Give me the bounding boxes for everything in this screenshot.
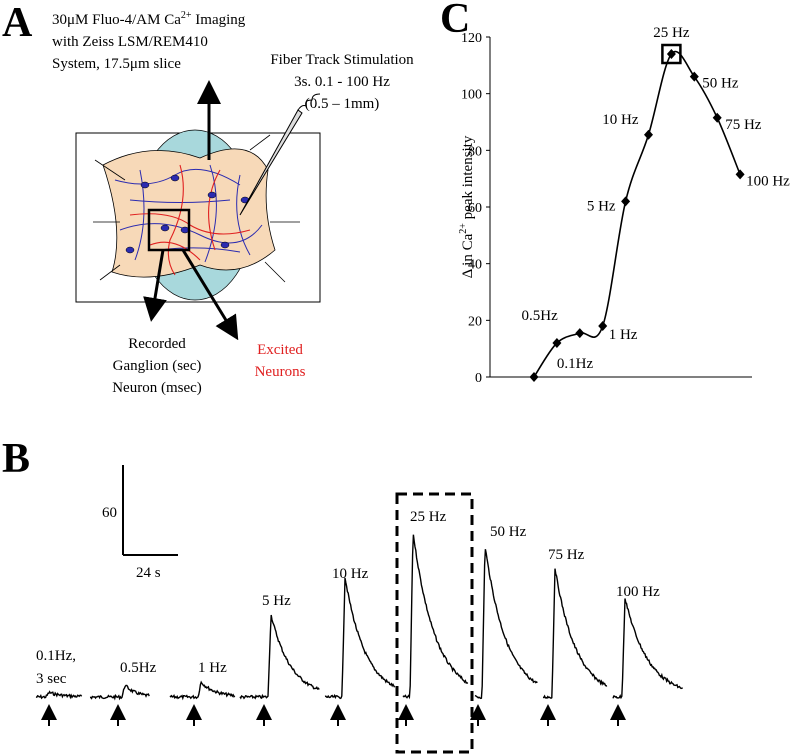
y-tick-label: 100 — [461, 88, 482, 103]
scale-bar-label: 60 — [102, 505, 117, 521]
recorded-label: Ganglion (sec) — [113, 358, 202, 374]
panel-letter: B — [2, 436, 30, 482]
panel-letter: C — [440, 0, 470, 42]
calcium-trace — [542, 568, 608, 700]
calcium-trace — [35, 690, 83, 700]
calcium-trace — [474, 549, 538, 700]
point-label: 5 Hz — [587, 198, 616, 214]
imaging-label: System, 17.5μm slice — [52, 56, 181, 72]
stimulation-label: 3s. 0.1 - 100 Hz — [294, 74, 390, 90]
y-tick-label: 20 — [468, 314, 482, 329]
calcium-trace — [169, 680, 236, 701]
data-point — [575, 328, 585, 339]
stimulation-label: (0.5 – 1mm) — [305, 96, 380, 112]
point-label: 10 Hz — [602, 112, 639, 128]
data-point — [621, 196, 631, 207]
point-label: 25 Hz — [653, 25, 690, 41]
data-point — [598, 321, 608, 331]
data-point — [735, 169, 745, 180]
calcium-trace — [402, 534, 469, 700]
trace-label: 1 Hz — [198, 660, 227, 676]
panel-letter: A — [2, 0, 33, 46]
data-point — [552, 338, 562, 348]
trace-label: 75 Hz — [548, 547, 585, 563]
point-label: 100 Hz — [746, 173, 790, 189]
point-label: 0.1Hz — [557, 356, 594, 372]
data-point — [644, 129, 653, 140]
recorded-label: Neuron (msec) — [112, 380, 202, 396]
highlight-box — [661, 43, 682, 65]
trace-label: 0.5Hz — [120, 660, 157, 676]
trace-label: 0.1Hz, — [36, 648, 76, 664]
scale-bar-label: 24 s — [136, 565, 161, 581]
y-axis-label: Δ in Ca2+ peak intensity — [458, 135, 476, 278]
trace-label: 50 Hz — [490, 524, 527, 540]
excited-label: Excited — [257, 342, 303, 358]
excited-label: Neurons — [255, 364, 306, 380]
data-point — [529, 372, 539, 382]
trace-label: 5 Hz — [262, 593, 291, 609]
y-tick-label: 40 — [468, 258, 482, 273]
point-label: 0.5Hz — [522, 308, 559, 324]
trace-label: 3 sec — [36, 671, 67, 687]
y-tick-label: 80 — [468, 144, 482, 159]
trace-label: 100 Hz — [616, 584, 660, 600]
data-point — [712, 112, 722, 123]
calcium-trace — [89, 684, 150, 701]
y-tick-label: 120 — [461, 31, 482, 46]
y-tick-label: 60 — [468, 201, 482, 216]
trace-label: 10 Hz — [332, 566, 369, 582]
imaging-label: 30μM Fluo-4/AM Ca2+ Imaging — [52, 10, 246, 28]
calcium-trace — [324, 577, 396, 700]
point-label: 1 Hz — [609, 327, 638, 343]
trace-label: 25 Hz — [410, 509, 447, 525]
stimulation-label: Fiber Track Stimulation — [270, 52, 414, 68]
point-label: 50 Hz — [702, 76, 739, 92]
calcium-trace — [612, 598, 684, 700]
imaging-label: with Zeiss LSM/REM410 — [52, 34, 208, 50]
calcium-trace — [239, 614, 320, 700]
data-point — [666, 49, 676, 59]
highlight-box — [395, 492, 474, 754]
y-tick-label: 0 — [475, 371, 482, 386]
data-point — [689, 71, 699, 82]
data-line — [533, 50, 741, 378]
recorded-label: Recorded — [128, 336, 186, 352]
point-label: 75 Hz — [725, 117, 762, 133]
slice-diagram — [75, 80, 321, 341]
